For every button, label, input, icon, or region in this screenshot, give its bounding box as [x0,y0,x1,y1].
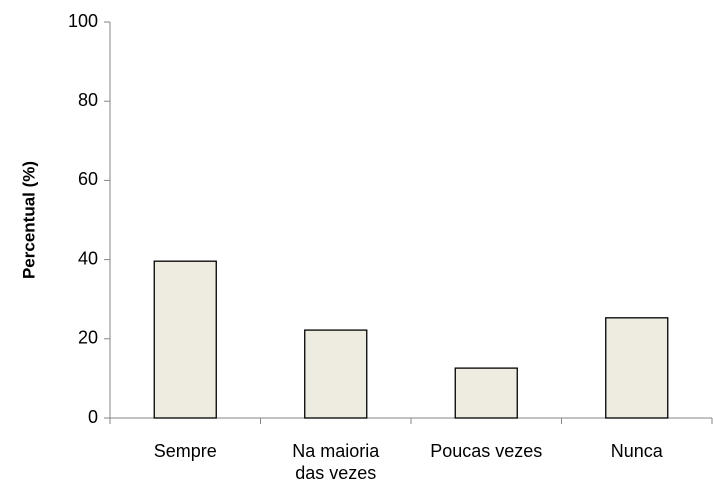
x-tick-label: Poucas vezes [430,441,542,461]
y-tick-label: 20 [78,328,98,348]
x-tick-label: Nunca [611,441,664,461]
bar [153,260,217,419]
bar [454,367,518,419]
x-tick-label: Sempre [154,441,217,461]
y-tick-label: 0 [88,407,98,427]
x-tick-label: Na maioria das vezes [292,441,380,483]
bar [304,329,368,419]
bar [605,317,669,419]
y-axis-label: Percentual (%) [19,161,38,279]
y-tick-label: 40 [78,248,98,268]
y-tick-label: 80 [78,90,98,110]
y-tick-label: 60 [78,169,98,189]
y-tick-label: 100 [68,11,98,31]
